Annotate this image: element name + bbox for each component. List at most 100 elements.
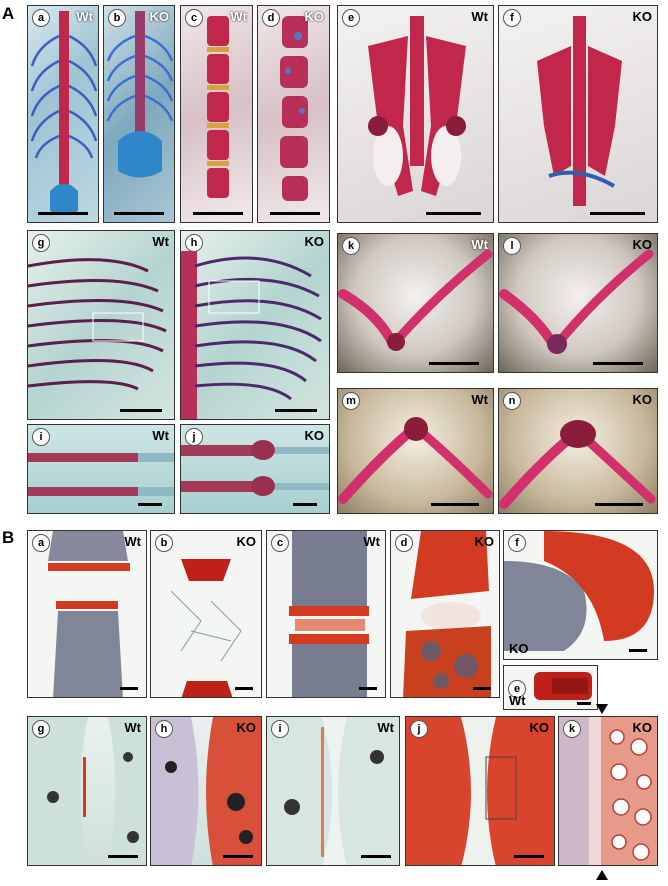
genotype-label: KO <box>304 9 325 24</box>
pelvis-image <box>537 16 622 206</box>
scale-bar <box>223 855 253 858</box>
panel-letter: j <box>185 428 203 446</box>
genotype-label: Wt <box>471 9 488 24</box>
panel-b-b: b KO <box>150 530 262 698</box>
genotype-label: Wt <box>509 693 526 708</box>
scale-bar <box>429 362 479 365</box>
genotype-label: KO <box>304 428 325 443</box>
panel-b-k: k KO <box>558 716 658 866</box>
panel-letter: h <box>155 720 173 738</box>
vertebrae-image <box>207 16 229 198</box>
genotype-label: Wt <box>230 9 247 24</box>
scale-bar <box>629 649 647 652</box>
genotype-label: Wt <box>377 720 394 735</box>
panel-letter: j <box>410 720 428 738</box>
panel-letter: k <box>563 720 581 738</box>
panel-letter: n <box>503 392 521 410</box>
panel-letter: c <box>271 534 289 552</box>
panel-a-c: c Wt <box>180 5 253 223</box>
panel-letter: f <box>503 9 521 27</box>
rib-detail-image <box>28 453 174 496</box>
histology-image <box>559 717 652 865</box>
panel-letter: h <box>185 234 203 252</box>
panel-a-j: j KO <box>180 424 330 514</box>
panel-a-m: m Wt <box>337 388 494 514</box>
panel-b-a: a Wt <box>27 530 147 698</box>
panel-letter: b <box>108 9 126 27</box>
panel-letter: g <box>32 234 50 252</box>
panel-a-e: e Wt <box>337 5 494 223</box>
scale-bar <box>270 212 320 215</box>
panel-letter: d <box>395 534 413 552</box>
section-label-b: B <box>2 528 15 547</box>
scale-bar <box>595 503 643 506</box>
panel-b-h: h KO <box>150 716 262 866</box>
panel-a-f: f KO <box>498 5 658 223</box>
vertebrae-image <box>280 16 308 201</box>
genotype-label: KO <box>632 720 653 735</box>
panel-b-c: c Wt <box>266 530 386 698</box>
panel-letter: k <box>342 237 360 255</box>
genotype-label: Wt <box>152 234 169 249</box>
panel-letter: e <box>508 680 526 698</box>
genotype-label: KO <box>304 234 325 249</box>
panel-letter: a <box>32 534 50 552</box>
limb-image <box>499 249 654 354</box>
scale-bar <box>359 687 377 690</box>
limb-image <box>338 249 493 351</box>
panel-letter: g <box>32 720 50 738</box>
histology-image <box>48 531 130 697</box>
panel-letter: c <box>185 9 203 27</box>
rib-detail-image <box>181 440 329 496</box>
histology-image <box>406 717 554 865</box>
panel-a-l: l KO <box>498 233 658 373</box>
scale-bar <box>514 855 544 858</box>
panel-letter: d <box>262 9 280 27</box>
genotype-label: KO <box>529 720 550 735</box>
genotype-label: KO <box>632 237 653 252</box>
histology-image <box>289 531 369 697</box>
genotype-label: KO <box>632 392 653 407</box>
panel-letter: i <box>271 720 289 738</box>
panel-a-b: b KO <box>103 5 175 223</box>
genotype-label: Wt <box>76 9 93 24</box>
genotype-label: KO <box>149 9 170 24</box>
scale-bar <box>235 687 253 690</box>
scale-bar <box>120 409 162 412</box>
panel-b-j: j KO <box>405 716 555 866</box>
scale-bar <box>431 503 479 506</box>
limb-image <box>338 417 493 504</box>
panel-letter: f <box>508 534 526 552</box>
panel-b-g: g Wt <box>27 716 147 866</box>
pelvis-image <box>368 16 466 196</box>
genotype-label: KO <box>236 720 257 735</box>
genotype-label: Wt <box>124 720 141 735</box>
ribcage-image <box>181 251 322 419</box>
panel-a-h: h KO <box>180 230 330 420</box>
genotype-label: KO <box>236 534 257 549</box>
panel-a-n: n KO <box>498 388 658 514</box>
scale-bar <box>577 702 591 705</box>
panel-letter: e <box>342 9 360 27</box>
scale-bar <box>114 212 164 215</box>
histology-image <box>504 531 654 651</box>
panel-a-g: g Wt <box>27 230 175 420</box>
scale-bar <box>108 855 138 858</box>
panel-a-k: k Wt <box>337 233 494 373</box>
histology-image <box>170 559 242 697</box>
histology-image <box>151 717 261 865</box>
scale-bar <box>193 212 243 215</box>
genotype-label: Wt <box>124 534 141 549</box>
scale-bar <box>275 409 317 412</box>
spine-image <box>30 11 98 215</box>
histology-image <box>267 717 399 865</box>
panel-letter: m <box>342 392 360 410</box>
panel-b-e: e Wt <box>503 665 598 710</box>
scale-bar <box>426 212 481 215</box>
section-label-a: A <box>2 4 15 23</box>
ribcage-image <box>28 258 167 391</box>
panel-letter: b <box>155 534 173 552</box>
arrowhead-up-icon <box>596 870 608 880</box>
genotype-label: KO <box>632 9 653 24</box>
histology-image <box>28 717 146 865</box>
